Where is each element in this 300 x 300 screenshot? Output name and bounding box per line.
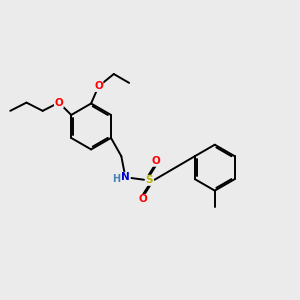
Text: O: O xyxy=(94,81,103,92)
Text: O: O xyxy=(152,156,160,166)
Text: S: S xyxy=(146,175,153,185)
Text: O: O xyxy=(138,194,147,205)
Text: N: N xyxy=(121,172,130,182)
Text: H: H xyxy=(112,174,120,184)
Text: O: O xyxy=(55,98,63,108)
